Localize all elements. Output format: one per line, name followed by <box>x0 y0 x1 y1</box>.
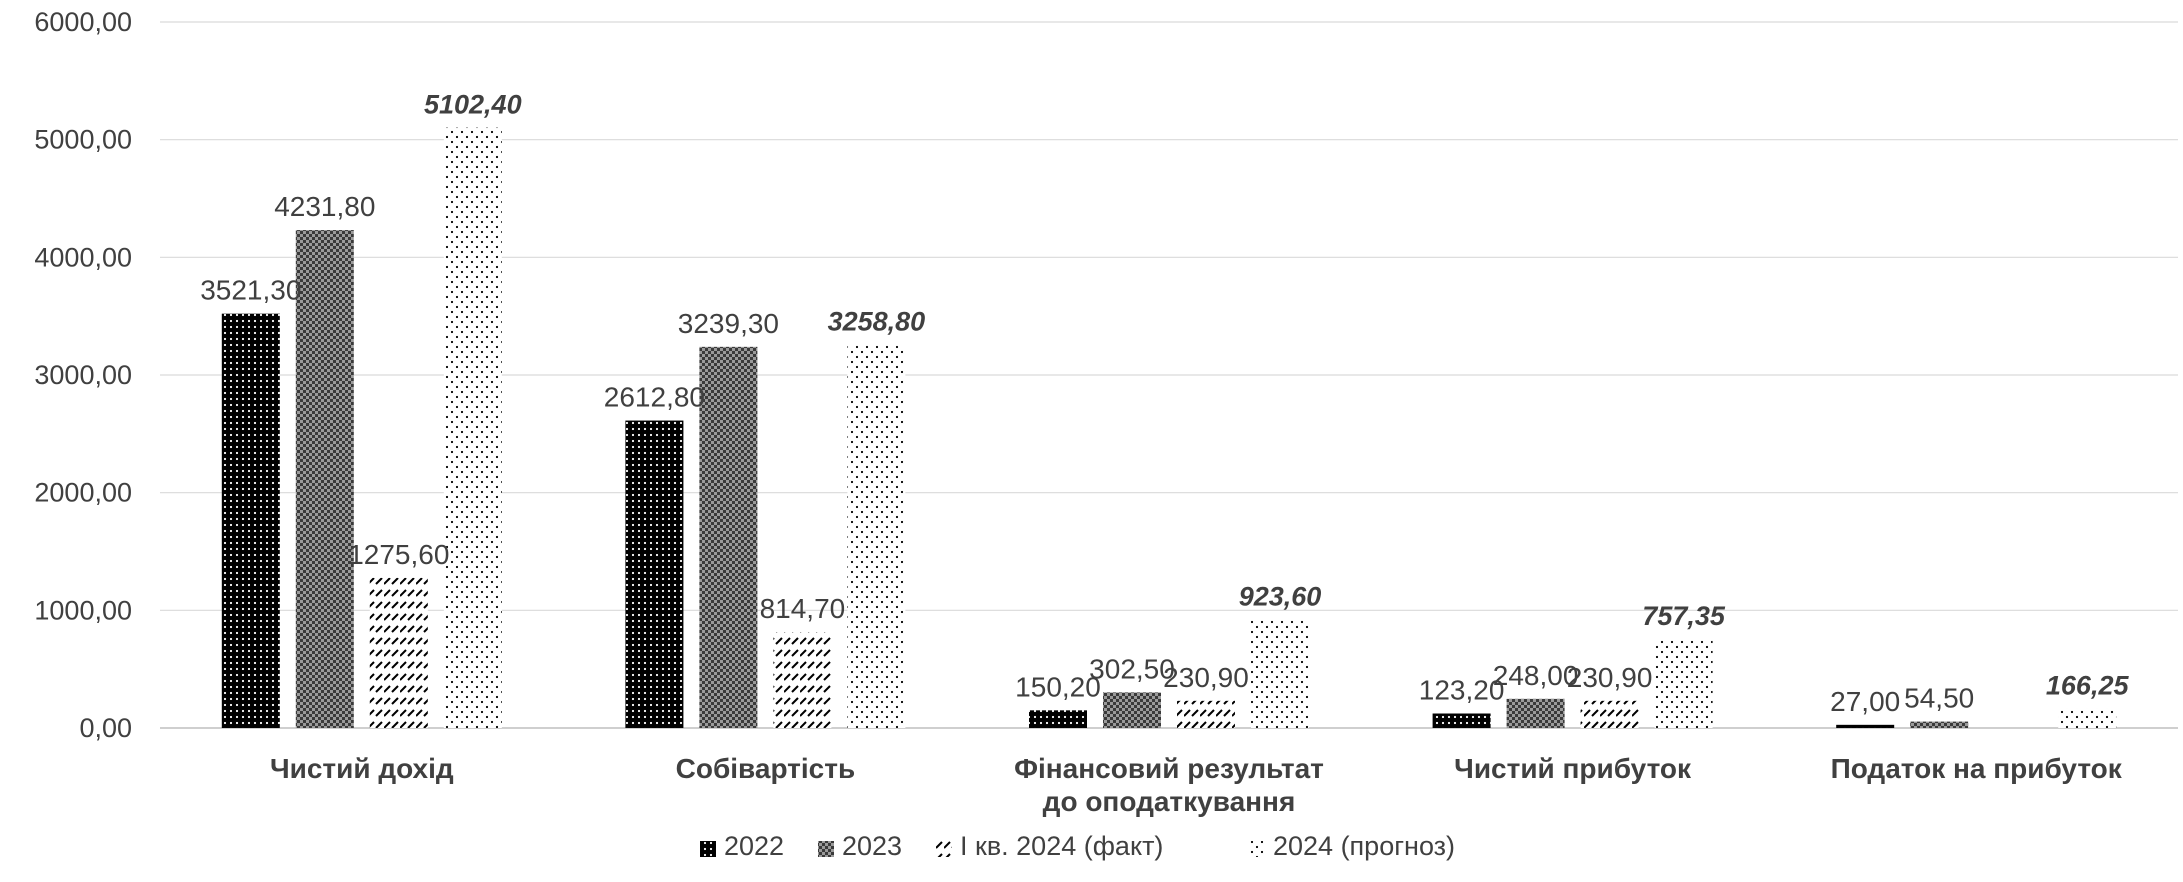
category-label: Чистий прибуток <box>1454 753 1692 784</box>
bar-2022-3 <box>1432 713 1491 728</box>
bar-2024--4 <box>2058 708 2117 728</box>
category-label-line: Чистий дохід <box>270 753 454 784</box>
data-label: 166,25 <box>2046 670 2130 700</box>
bars <box>221 127 2117 728</box>
data-label: 4231,80 <box>274 191 375 222</box>
bar-i-2024--0 <box>369 577 428 728</box>
bar-2022-1 <box>625 420 684 728</box>
category-label: Фінансовий результат до оподаткування <box>1014 753 1324 817</box>
x-axis-categories: Чистий дохід Собівартість Фінансовий резул… <box>270 753 2123 817</box>
legend-item: 2022 <box>700 831 784 861</box>
bar-2024--2 <box>1251 619 1309 728</box>
legend-swatch <box>1249 841 1265 857</box>
legend-item: I кв. 2024 (факт) <box>936 831 1163 861</box>
y-axis-ticks: 0,00 1000,00 2000,00 3000,00 4000,00 5000,00 6… <box>34 7 132 743</box>
legend-label: I кв. 2024 (факт) <box>960 831 1163 861</box>
data-label: 757,35 <box>1642 601 1726 631</box>
data-label: 248,00 <box>1493 660 1579 691</box>
category-label: Собівартість <box>676 753 856 784</box>
data-label: 230,90 <box>1163 662 1249 693</box>
bar-2023-3 <box>1506 698 1565 728</box>
data-label: 27,00 <box>1830 686 1900 717</box>
bar-i-2024--1 <box>773 632 832 728</box>
bar-2023-1 <box>699 346 758 728</box>
legend-item: 2024 (прогноз) <box>1249 831 1455 861</box>
y-tick-label: 2000,00 <box>34 478 132 508</box>
legend-item: 2023 <box>818 831 902 861</box>
bar-2023-0 <box>295 230 354 728</box>
data-labels: 3521,30 4231,80 1275,60 5102,40 2612,80 3239,… <box>200 90 2129 717</box>
data-label: 150,20 <box>1015 671 1101 702</box>
y-tick-label: 3000,00 <box>34 360 132 390</box>
legend-label: 2023 <box>842 831 902 861</box>
category-label: Податок на прибуток <box>1831 753 2123 784</box>
bar-i-2024--2 <box>1177 700 1235 728</box>
category-label-line: Чистий прибуток <box>1454 753 1692 784</box>
data-label: 923,60 <box>1239 581 1322 611</box>
data-label: 302,50 <box>1089 653 1175 684</box>
bar-2024--0 <box>443 127 502 728</box>
bar-2024--1 <box>847 344 906 728</box>
legend-swatch <box>700 841 716 857</box>
data-label: 54,50 <box>1904 683 1974 714</box>
data-label: 3258,80 <box>828 307 926 337</box>
bar-2022-2 <box>1029 710 1087 728</box>
y-tick-label: 4000,00 <box>34 242 132 272</box>
category-label-line: Собівартість <box>676 753 856 784</box>
data-label: 3239,30 <box>678 308 779 339</box>
data-label: 2612,80 <box>604 382 705 413</box>
bar-2023-2 <box>1103 692 1161 728</box>
bar-2024--3 <box>1654 638 1713 728</box>
y-tick-label: 0,00 <box>79 713 132 743</box>
bar-i-2024--3 <box>1580 700 1639 728</box>
bar-2022-0 <box>221 313 280 728</box>
data-label: 814,70 <box>760 593 846 624</box>
legend-swatch <box>818 841 834 857</box>
y-tick-label: 1000,00 <box>34 595 132 625</box>
data-label: 5102,40 <box>424 90 522 120</box>
category-label-line: Податок на прибуток <box>1831 753 2123 784</box>
bar-2023-4 <box>1910 721 1969 728</box>
bar-2022-4 <box>1836 724 1895 728</box>
y-tick-label: 5000,00 <box>34 125 132 155</box>
legend-swatch <box>936 841 952 857</box>
data-label: 230,90 <box>1567 662 1653 693</box>
legend-label: 2022 <box>724 831 784 861</box>
data-label: 123,20 <box>1419 675 1505 706</box>
category-label: Чистий дохід <box>270 753 454 784</box>
legend-label: 2024 (прогноз) <box>1273 831 1455 861</box>
data-label: 3521,30 <box>200 275 301 306</box>
category-label-line: до оподаткування <box>1043 786 1296 817</box>
y-tick-label: 6000,00 <box>34 7 132 37</box>
category-label-line: Фінансовий результат <box>1014 753 1324 784</box>
legend: 2022 2023 I кв. 2024 (факт) 2024 (прогноз) <box>700 831 1455 861</box>
data-label: 1275,60 <box>348 539 449 570</box>
